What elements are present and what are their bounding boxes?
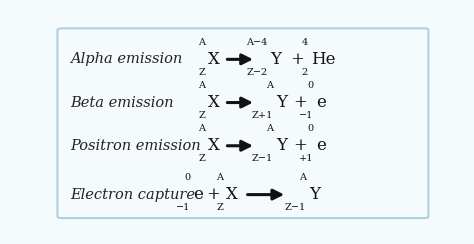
Text: Electron capture: Electron capture [70, 188, 195, 202]
Text: e: e [193, 186, 203, 203]
Text: He: He [311, 51, 336, 68]
Text: Z: Z [198, 68, 205, 77]
Text: Z−1: Z−1 [285, 203, 306, 212]
Text: Y: Y [309, 186, 320, 203]
Text: Z: Z [198, 154, 205, 163]
Text: Y: Y [276, 94, 287, 111]
Text: Alpha emission: Alpha emission [70, 52, 182, 66]
Text: Z: Z [217, 203, 223, 212]
Text: Y: Y [271, 51, 282, 68]
Text: 0: 0 [307, 81, 313, 90]
Text: A: A [217, 173, 223, 182]
Text: A−4: A−4 [246, 38, 267, 47]
Text: 2: 2 [301, 68, 308, 77]
Text: Beta emission: Beta emission [70, 96, 174, 110]
Text: Z: Z [198, 111, 205, 120]
Text: +: + [293, 137, 307, 154]
Text: +: + [290, 51, 304, 68]
Text: +: + [206, 186, 220, 203]
Text: A: A [266, 81, 273, 90]
Text: A: A [266, 124, 273, 133]
Text: +: + [293, 94, 307, 111]
Text: X: X [208, 51, 220, 68]
Text: e: e [316, 137, 326, 154]
Text: 0: 0 [307, 124, 313, 133]
Text: +1: +1 [299, 154, 313, 163]
Text: X: X [208, 94, 220, 111]
Text: A: A [299, 173, 306, 182]
Text: Y: Y [276, 137, 287, 154]
Text: e: e [316, 94, 326, 111]
Text: X: X [208, 137, 220, 154]
Text: Z−1: Z−1 [252, 154, 273, 163]
Text: A: A [198, 38, 205, 47]
Text: A: A [198, 81, 205, 90]
Text: Positron emission: Positron emission [70, 139, 201, 153]
Text: −1: −1 [176, 203, 191, 212]
FancyBboxPatch shape [57, 28, 428, 218]
Text: Z−2: Z−2 [246, 68, 267, 77]
Text: X: X [227, 186, 238, 203]
Text: Z+1: Z+1 [252, 111, 273, 120]
Text: 4: 4 [301, 38, 308, 47]
Text: 0: 0 [184, 173, 191, 182]
Text: −1: −1 [299, 111, 313, 120]
Text: A: A [198, 124, 205, 133]
